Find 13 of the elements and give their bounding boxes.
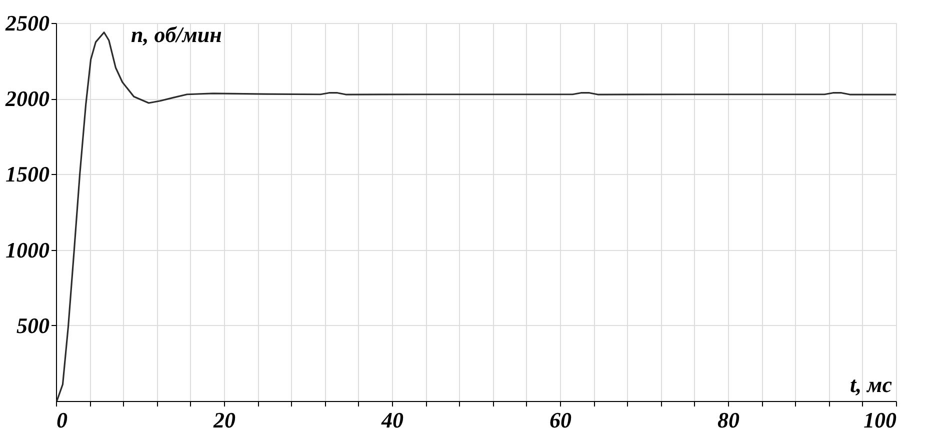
x-tick-label: 100: [864, 408, 896, 432]
y-tick-label: 2000: [4, 86, 50, 112]
x-tick-label: 20: [212, 408, 236, 432]
x-axis-title: t, мс: [850, 372, 892, 397]
y-tick-label: 500: [16, 312, 50, 338]
y-tick-label: 1000: [6, 237, 50, 262]
y-axis-title: n, об/мин: [131, 22, 222, 47]
x-tick-label: 80: [718, 408, 740, 432]
y-tick-label: 2500: [4, 10, 50, 36]
y-tick-label: 1500: [6, 162, 50, 187]
x-tick-label: 0: [56, 408, 68, 432]
x-tick-label: 40: [380, 408, 404, 432]
x-tick-label: 60: [550, 408, 572, 432]
